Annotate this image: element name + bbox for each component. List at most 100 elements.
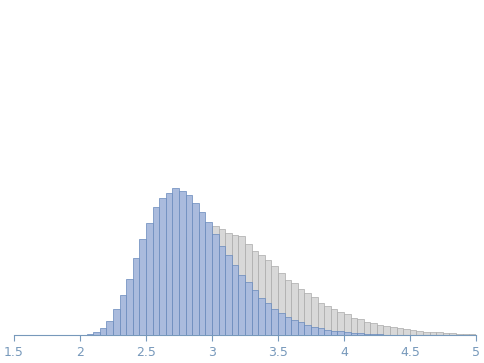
Bar (199, 212, 205, 335)
Bar (430, 332, 436, 335)
Bar (350, 318, 357, 335)
Bar (245, 244, 252, 335)
Bar (166, 193, 172, 335)
Bar (456, 334, 463, 335)
Bar (133, 258, 139, 335)
Bar (205, 222, 212, 335)
Bar (304, 325, 311, 335)
Bar (272, 309, 278, 335)
Bar (232, 235, 239, 335)
Bar (350, 333, 357, 335)
Bar (106, 333, 113, 335)
Bar (377, 334, 383, 335)
Bar (258, 255, 265, 335)
Bar (126, 279, 133, 335)
Bar (278, 273, 285, 335)
Bar (324, 330, 331, 335)
Bar (126, 322, 133, 335)
Bar (370, 323, 377, 335)
Bar (311, 297, 318, 335)
Bar (285, 317, 291, 335)
Bar (192, 232, 199, 335)
Bar (450, 334, 456, 335)
Bar (278, 313, 285, 335)
Bar (100, 329, 106, 335)
Bar (370, 334, 377, 335)
Bar (363, 322, 370, 335)
Bar (93, 333, 100, 335)
Bar (258, 298, 265, 335)
Bar (285, 280, 291, 335)
Bar (463, 334, 469, 335)
Bar (357, 333, 363, 335)
Bar (232, 265, 239, 335)
Bar (436, 332, 443, 335)
Bar (120, 295, 126, 335)
Bar (100, 334, 106, 335)
Bar (172, 255, 179, 335)
Bar (383, 326, 390, 335)
Bar (205, 228, 212, 335)
Bar (377, 325, 383, 335)
Bar (179, 246, 185, 335)
Bar (397, 328, 403, 335)
Bar (185, 237, 192, 335)
Bar (139, 239, 146, 335)
Bar (219, 246, 225, 335)
Bar (252, 251, 258, 335)
Bar (146, 224, 152, 335)
Bar (106, 321, 113, 335)
Bar (166, 264, 172, 335)
Bar (318, 303, 324, 335)
Bar (265, 260, 272, 335)
Bar (363, 334, 370, 335)
Bar (159, 198, 166, 335)
Bar (113, 309, 120, 335)
Bar (291, 320, 298, 335)
Bar (331, 331, 337, 335)
Bar (245, 282, 252, 335)
Bar (344, 332, 350, 335)
Bar (225, 233, 232, 335)
Bar (357, 319, 363, 335)
Bar (120, 327, 126, 335)
Bar (172, 188, 179, 335)
Bar (469, 334, 476, 335)
Bar (212, 233, 219, 335)
Bar (423, 331, 430, 335)
Bar (139, 307, 146, 335)
Bar (146, 297, 152, 335)
Bar (225, 256, 232, 335)
Bar (212, 226, 219, 335)
Bar (219, 229, 225, 335)
Bar (298, 289, 304, 335)
Bar (298, 322, 304, 335)
Bar (199, 229, 205, 335)
Bar (337, 312, 344, 335)
Bar (337, 331, 344, 335)
Bar (403, 330, 410, 335)
Bar (265, 303, 272, 335)
Bar (113, 330, 120, 335)
Bar (344, 314, 350, 335)
Bar (416, 331, 423, 335)
Bar (252, 290, 258, 335)
Bar (291, 284, 298, 335)
Bar (331, 309, 337, 335)
Bar (239, 236, 245, 335)
Bar (272, 266, 278, 335)
Bar (324, 306, 331, 335)
Bar (179, 191, 185, 335)
Bar (185, 195, 192, 335)
Bar (304, 293, 311, 335)
Bar (318, 328, 324, 335)
Bar (476, 334, 483, 335)
Bar (311, 327, 318, 335)
Bar (239, 275, 245, 335)
Bar (483, 334, 484, 335)
Bar (192, 203, 199, 335)
Bar (152, 288, 159, 335)
Bar (443, 333, 450, 335)
Bar (87, 334, 93, 335)
Bar (133, 315, 139, 335)
